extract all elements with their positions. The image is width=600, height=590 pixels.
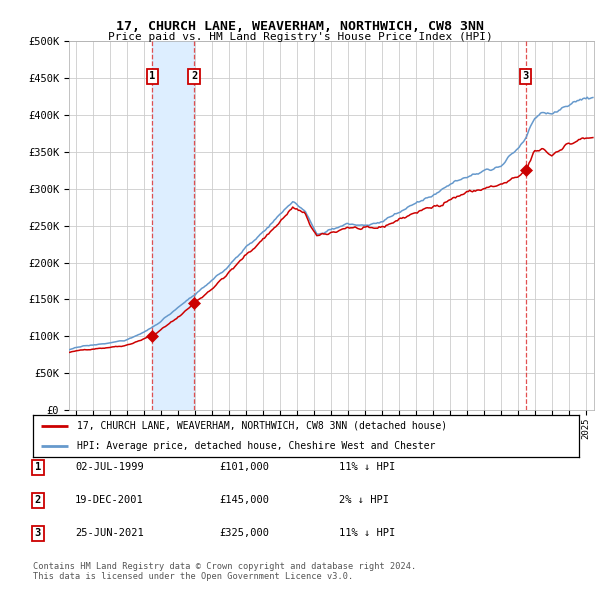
- Text: 2: 2: [35, 496, 41, 505]
- Text: 3: 3: [35, 529, 41, 538]
- Text: 17, CHURCH LANE, WEAVERHAM, NORTHWICH, CW8 3NN (detached house): 17, CHURCH LANE, WEAVERHAM, NORTHWICH, C…: [77, 421, 447, 431]
- Text: 1: 1: [149, 71, 155, 81]
- Text: 11% ↓ HPI: 11% ↓ HPI: [339, 529, 395, 538]
- Text: 25-JUN-2021: 25-JUN-2021: [75, 529, 144, 538]
- Text: 11% ↓ HPI: 11% ↓ HPI: [339, 463, 395, 472]
- Text: 2: 2: [191, 71, 197, 81]
- Text: 02-JUL-1999: 02-JUL-1999: [75, 463, 144, 472]
- Text: 19-DEC-2001: 19-DEC-2001: [75, 496, 144, 505]
- Text: £325,000: £325,000: [219, 529, 269, 538]
- Text: 1: 1: [35, 463, 41, 472]
- Text: 3: 3: [523, 71, 529, 81]
- Text: £101,000: £101,000: [219, 463, 269, 472]
- Text: 2% ↓ HPI: 2% ↓ HPI: [339, 496, 389, 505]
- Text: HPI: Average price, detached house, Cheshire West and Chester: HPI: Average price, detached house, Ches…: [77, 441, 435, 451]
- Text: Price paid vs. HM Land Registry's House Price Index (HPI): Price paid vs. HM Land Registry's House …: [107, 32, 493, 42]
- Text: This data is licensed under the Open Government Licence v3.0.: This data is licensed under the Open Gov…: [33, 572, 353, 581]
- Text: £145,000: £145,000: [219, 496, 269, 505]
- Text: 17, CHURCH LANE, WEAVERHAM, NORTHWICH, CW8 3NN: 17, CHURCH LANE, WEAVERHAM, NORTHWICH, C…: [116, 20, 484, 33]
- Bar: [152, 41, 194, 410]
- Text: Contains HM Land Registry data © Crown copyright and database right 2024.: Contains HM Land Registry data © Crown c…: [33, 562, 416, 571]
